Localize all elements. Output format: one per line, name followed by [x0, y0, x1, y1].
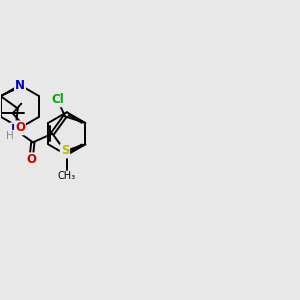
Text: O: O [15, 122, 25, 134]
Text: N: N [15, 79, 25, 92]
Text: CH₃: CH₃ [58, 172, 76, 182]
Text: S: S [61, 145, 69, 158]
Text: Cl: Cl [51, 93, 64, 106]
Text: O: O [26, 153, 36, 166]
Text: H: H [6, 131, 14, 141]
Text: N: N [11, 123, 20, 136]
